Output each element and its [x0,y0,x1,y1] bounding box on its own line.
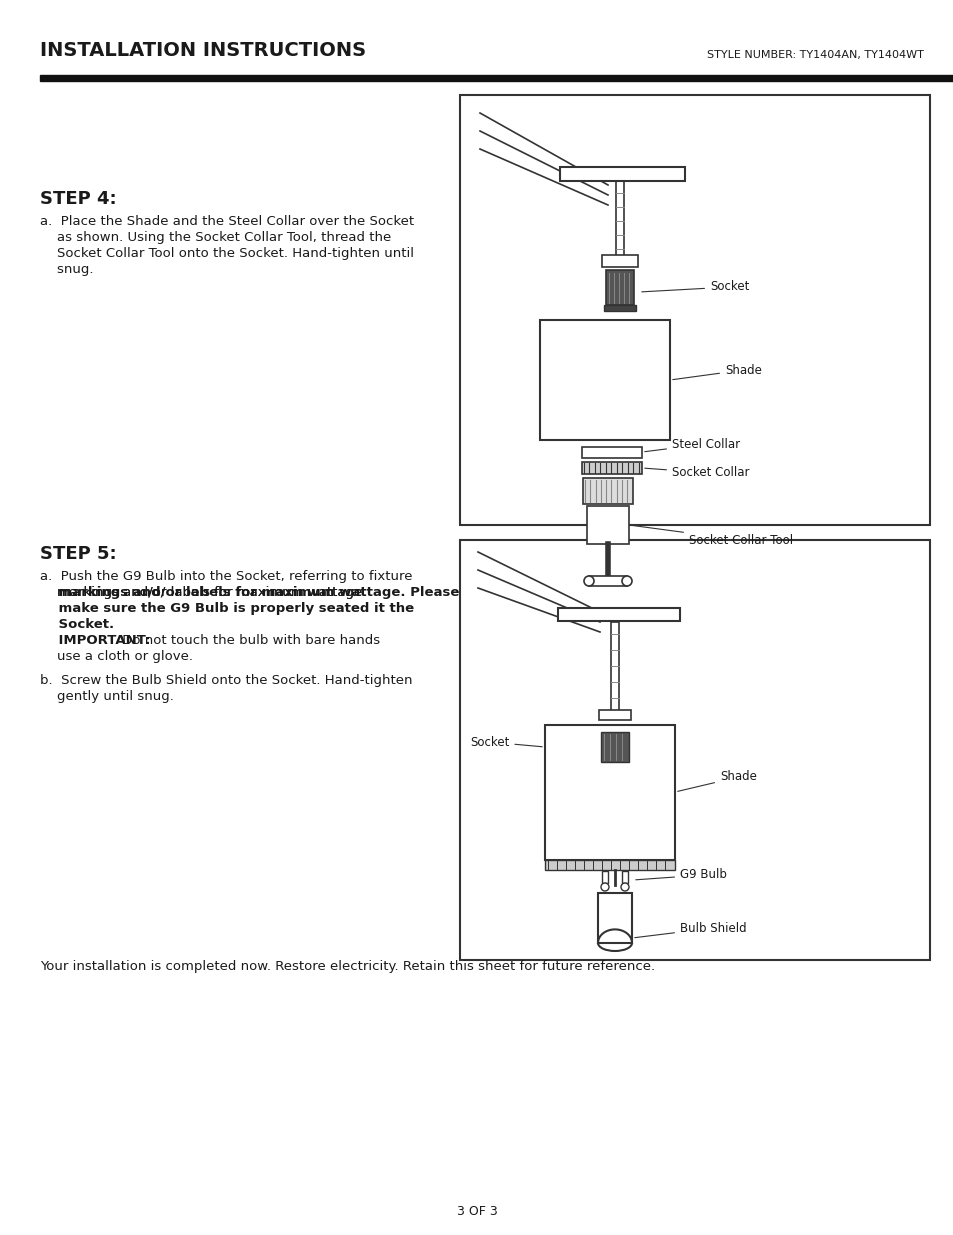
Text: markings and/or labels for maximum wattage.: markings and/or labels for maximum watta… [40,585,370,599]
Bar [459,95,929,525]
Ellipse shape [583,576,594,585]
Text: STYLE NUMBER: TY1404AN, TY1404WT: STYLE NUMBER: TY1404AN, TY1404WT [706,49,923,61]
Circle shape [620,883,628,890]
Text: Steel Collar: Steel Collar [644,437,740,452]
Circle shape [600,883,608,890]
Bar [581,447,641,458]
Bar [558,608,679,621]
Ellipse shape [621,576,631,585]
Text: make sure the G9 Bulb is properly seated it the: make sure the G9 Bulb is properly seated… [40,601,414,615]
Bar [598,710,630,720]
Bar [544,860,675,869]
Bar [582,478,633,504]
Text: gently until snug.: gently until snug. [40,690,173,703]
Text: STEP 5:: STEP 5: [40,545,116,563]
Text: STEP 4:: STEP 4: [40,190,116,207]
Bar [621,871,627,883]
Bar [598,893,631,944]
Bar [603,305,636,311]
Bar [600,732,628,762]
Bar [559,167,684,182]
Text: Socket Collar Tool onto the Socket. Hand-tighten until: Socket Collar Tool onto the Socket. Hand… [40,247,414,261]
Text: Shade: Shade [677,771,756,792]
Text: Bulb Shield: Bulb Shield [634,921,746,937]
Text: use a cloth or glove.: use a cloth or glove. [40,650,193,663]
Text: Socket Collar: Socket Collar [644,467,749,479]
Bar [459,540,929,960]
Bar [601,254,638,267]
Bar [605,270,634,305]
Text: a.  Place the Shade and the Steel Collar over the Socket: a. Place the Shade and the Steel Collar … [40,215,414,228]
Text: snug.: snug. [40,263,93,275]
Text: IMPORTANT:: IMPORTANT: [40,634,151,647]
Text: Socket.: Socket. [40,618,114,631]
Bar [610,622,618,715]
Text: a.  Push the G9 Bulb into the Socket, referring to fixture: a. Push the G9 Bulb into the Socket, ref… [40,571,412,583]
Bar [40,75,953,82]
Text: markings and/or labels for maximum wattage.: markings and/or labels for maximum watta… [40,585,370,599]
Bar [601,871,607,883]
Bar [539,320,669,440]
Text: Shade: Shade [672,363,761,379]
Text: Socket: Socket [470,736,541,748]
Text: INSTALLATION INSTRUCTIONS: INSTALLATION INSTRUCTIONS [40,41,366,61]
Bar [544,725,675,860]
Text: as shown. Using the Socket Collar Tool, thread the: as shown. Using the Socket Collar Tool, … [40,231,391,245]
Text: Socket: Socket [641,280,749,294]
Text: G9 Bulb: G9 Bulb [635,868,726,882]
Text: markings and/or labels for maximum wattage. Please: markings and/or labels for maximum watta… [40,585,459,599]
Bar [616,167,623,261]
Bar [581,462,641,474]
Text: 3 OF 3: 3 OF 3 [456,1205,497,1218]
Text: Your installation is completed now. Restore electricity. Retain this sheet for f: Your installation is completed now. Rest… [40,960,655,973]
Text: Socket Collar Tool: Socket Collar Tool [631,525,792,547]
Bar [586,506,628,543]
Text: b.  Screw the Bulb Shield onto the Socket. Hand-tighten: b. Screw the Bulb Shield onto the Socket… [40,674,412,687]
Text: Do not touch the bulb with bare hands: Do not touch the bulb with bare hands [118,634,380,647]
Bar [588,576,626,585]
